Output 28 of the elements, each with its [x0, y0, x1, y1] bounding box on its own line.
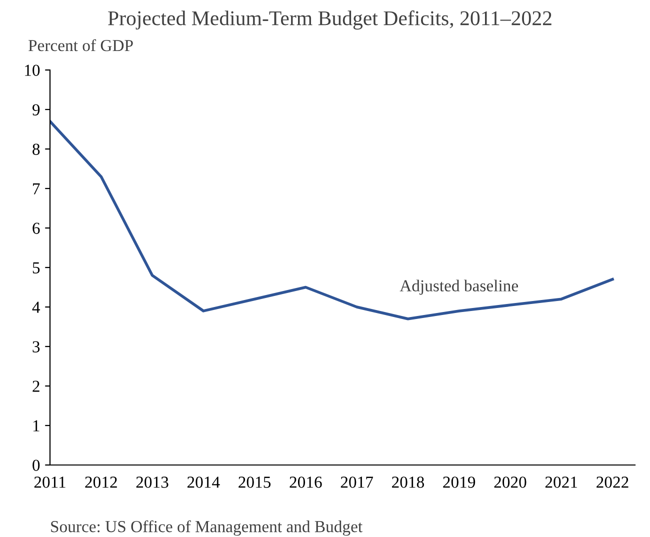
y-tick-label: 0 — [32, 460, 40, 471]
x-tick-label: 2022 — [596, 476, 628, 488]
x-tick-label: 2020 — [494, 476, 526, 488]
x-tick-label: 2019 — [443, 476, 476, 488]
x-tick-label: 2014 — [187, 476, 220, 488]
x-tick-label: 2018 — [392, 476, 424, 488]
x-tick-label: 2017 — [340, 476, 374, 488]
y-tick-label: 9 — [32, 104, 40, 116]
chart-title: Projected Medium-Term Budget Deficits, 2011–2022 — [108, 10, 552, 30]
line-series — [50, 120, 614, 320]
x-tick-label: 2021 — [545, 476, 578, 488]
x-tick-label: 2015 — [238, 476, 271, 488]
y-tick-label: 1 — [33, 420, 40, 432]
x-tick-label: 2013 — [136, 476, 168, 488]
y-tick-label: 2 — [32, 380, 40, 392]
y-tick-label: 5 — [32, 262, 40, 274]
x-tick-label: 2016 — [290, 476, 322, 488]
x-tick-label: 2011 — [34, 476, 66, 488]
x-tick-label: 2012 — [85, 476, 117, 488]
y-tick-label: 7 — [33, 183, 40, 194]
series-label: Adjusted baseline — [400, 280, 518, 295]
y-tick-label: 6 — [32, 222, 40, 234]
source-note: Source: US Office of Management and Budget — [51, 520, 362, 536]
y-tick-label: 10 — [25, 64, 40, 76]
y-axis-title: Percent of GDP — [28, 39, 133, 52]
y-tick-label: 3 — [32, 341, 40, 352]
y-tick-label: 4 — [32, 302, 40, 313]
y-tick-label: 8 — [32, 144, 40, 155]
